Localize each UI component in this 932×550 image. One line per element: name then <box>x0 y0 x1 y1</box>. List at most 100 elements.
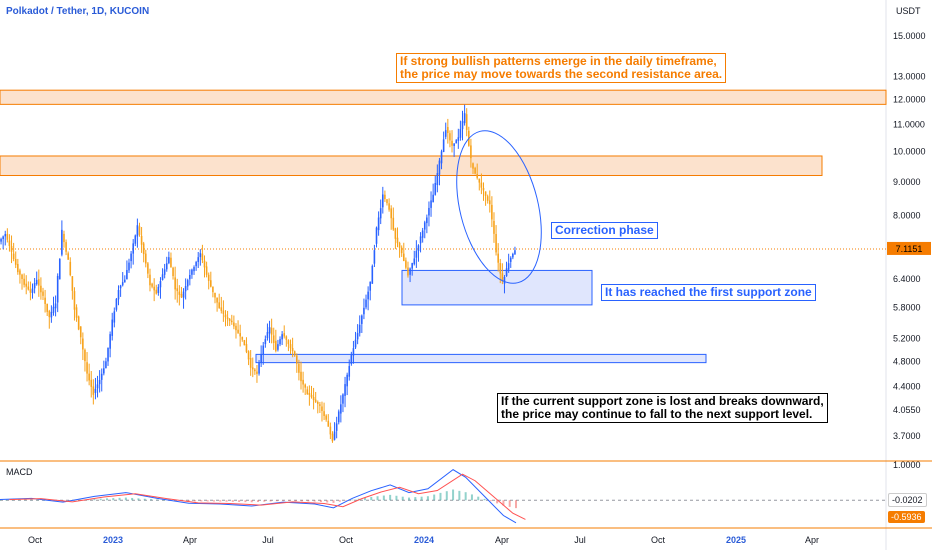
candle-body <box>205 266 208 275</box>
candle-body <box>499 263 502 274</box>
macd-histogram-bar <box>162 499 165 501</box>
candle-body <box>304 384 306 388</box>
candle-body <box>361 315 363 324</box>
x-tick-label: 2025 <box>726 535 746 545</box>
candle-body <box>329 426 332 435</box>
candle-body <box>153 286 155 291</box>
candle-body <box>310 394 313 398</box>
candle-body <box>117 289 120 300</box>
candle-body <box>170 257 172 268</box>
candle-body <box>132 243 134 254</box>
macd-histogram-bar <box>0 499 1 501</box>
x-tick-label: Apr <box>495 535 509 545</box>
candle-body <box>151 283 153 287</box>
macd-histogram-bar <box>307 500 310 502</box>
candle-body <box>501 273 504 282</box>
macd-histogram-bar <box>382 495 385 501</box>
candle-body <box>497 253 499 263</box>
candle-body <box>210 280 212 287</box>
candle-body <box>405 260 407 268</box>
candle-body <box>79 326 82 338</box>
macd-histogram-bar <box>477 496 480 501</box>
candle-body <box>482 187 485 191</box>
candle-body <box>438 160 441 175</box>
candle-body <box>394 228 397 239</box>
candle-body <box>220 307 223 311</box>
breakdown-note-line2: the price may continue to fall to the ne… <box>501 407 813 421</box>
candle-body <box>463 113 466 124</box>
macd-histogram-bar <box>370 496 373 501</box>
candle-body <box>69 261 72 276</box>
candle-body <box>266 332 269 339</box>
candle-body <box>382 194 384 208</box>
candle-body <box>109 334 111 349</box>
candle-body <box>19 270 21 275</box>
candle-body <box>321 406 323 411</box>
macd-histogram-bar <box>470 494 473 501</box>
correction-ellipse <box>456 130 542 284</box>
candle-body <box>50 311 53 318</box>
candle-body <box>430 200 432 208</box>
candle-body <box>226 317 229 320</box>
candle-body <box>249 357 252 368</box>
candle-body <box>465 114 468 130</box>
macd-histogram-bar <box>212 500 215 502</box>
candle-body <box>398 242 401 248</box>
candle-body <box>147 263 149 274</box>
candle-body <box>298 363 300 373</box>
candle-body <box>136 225 139 237</box>
candle-body <box>46 303 48 312</box>
macd-histogram-bar <box>408 497 411 501</box>
macd-histogram-bar <box>124 497 127 501</box>
macd-histogram-bar <box>206 500 209 502</box>
macd-histogram-bar <box>194 500 197 502</box>
candle-body <box>440 151 443 164</box>
macd-histogram-bar <box>345 500 348 501</box>
y-tick-label: 5.8000 <box>893 302 921 312</box>
candle-body <box>201 253 204 261</box>
candle-body <box>12 253 15 260</box>
y-tick-label: 15.0000 <box>893 31 926 41</box>
candle-body <box>447 127 449 134</box>
candle-body <box>178 291 181 295</box>
candle-body <box>23 278 25 285</box>
candle-body <box>245 344 248 352</box>
candle-body <box>222 310 225 314</box>
candle-body <box>327 420 330 427</box>
x-tick-label: Apr <box>183 535 197 545</box>
candle-body <box>350 355 353 364</box>
macd-histogram-bar <box>263 500 266 502</box>
candle-body <box>6 233 9 240</box>
candle-body <box>119 285 122 289</box>
candle-body <box>25 283 28 287</box>
zone-first-resistance <box>0 155 823 176</box>
candle-body <box>88 373 90 381</box>
candle-body <box>29 289 32 293</box>
zone-first-support <box>401 269 593 306</box>
candle-body <box>174 277 176 290</box>
candle-body <box>421 230 424 238</box>
candle-body <box>10 246 13 252</box>
candle-body <box>272 335 275 343</box>
candle-body <box>514 250 516 255</box>
candle-body <box>199 253 202 258</box>
candle-body <box>476 174 478 178</box>
macd-histogram-bar <box>515 500 517 509</box>
candle-body <box>224 314 227 318</box>
y-tick-label: 11.0000 <box>893 119 925 129</box>
y-tick-label: 4.0550 <box>893 405 921 415</box>
macd-histogram-bar <box>137 498 140 501</box>
support-reached-label: It has reached the first support zone <box>601 284 816 301</box>
candle-body <box>54 303 57 309</box>
macd-histogram-bar <box>275 500 278 502</box>
candle-body <box>126 270 128 280</box>
candle-body <box>96 384 99 389</box>
resistance-note: If strong bullish patterns emerge in the… <box>396 53 727 83</box>
candle-body <box>319 404 321 406</box>
y-tick-label: 4.4000 <box>893 381 921 391</box>
candle-body <box>459 129 462 138</box>
candle-body <box>400 247 403 254</box>
candle-body <box>103 368 105 374</box>
candle-body <box>495 234 497 253</box>
